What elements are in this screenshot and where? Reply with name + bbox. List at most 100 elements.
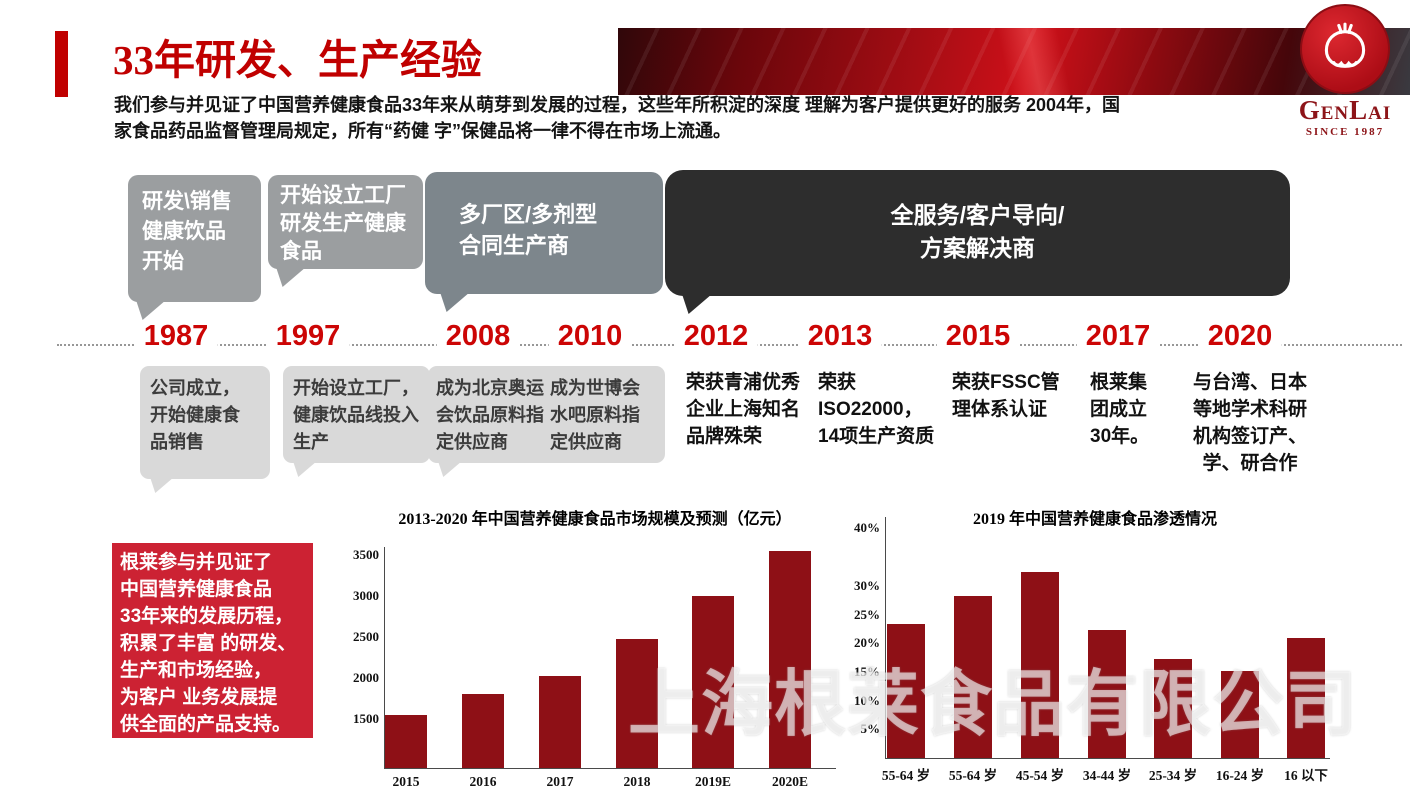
bar-2016 [462,694,504,768]
y-tick-label: 15% [854,663,880,679]
intro-paragraph: 我们参与并见证了中国营养健康食品33年来从萌芽到发展的过程，这些年所积淀的深度 … [114,92,1120,144]
bar-55-64 岁 [954,596,992,758]
bubble-text-line: 研发生产健康 [280,212,406,235]
bubble-text-line: 健康饮品 [142,220,226,243]
decorative-red-banner [618,28,1410,95]
bar-2020E [769,551,811,768]
desc-line: 品牌殊荣 [686,426,763,447]
milestone-desc-2020: 与台湾、日本 等地学术科研 机构签订产、 学、研合作 [1176,369,1324,477]
milestone-desc-2012: 荣获青浦优秀 企业上海知名 品牌殊荣 [686,369,808,450]
desc-line: 公司成立， [150,378,240,398]
bar-2018 [616,638,658,768]
timeline-year-2020: 2020 [1198,318,1282,354]
timeline-bubble-1: 研发\销售健康饮品开始 [128,175,261,320]
box-tail [438,461,462,477]
page-title: 33年研发、生产经验 [113,37,482,83]
desc-line: 企业上海知名 [686,399,801,420]
bar-25-34 岁 [1154,659,1192,758]
milestone-desc-2010: 成为世博会水吧原料指定供应商 [550,375,658,456]
milestone-box-2008-2010: 成为北京奥运 会饮品原料指 定供应商 成为世博会水吧原料指定供应商 [428,366,665,477]
milestone-box-1987: 公司成立， 开始健康食品销售 [140,366,270,493]
desc-line: 成为北京奥运 [436,378,544,398]
bubble-tail [682,294,712,314]
bar-2015 [385,714,427,768]
y-tick-label: 5% [860,721,881,737]
timeline-year-2013: 2013 [798,318,882,354]
bubble-tail [276,267,306,287]
desc-line: 开始健康食 [150,405,240,425]
desc-line: 定供应商 [550,432,622,452]
desc-line: ISO22000， [818,399,923,420]
bubble-text-line: 开始 [142,250,184,273]
company-logo: GenLai SINCE 1987 [1294,4,1396,138]
y-tick-label: 30% [854,577,880,593]
y-tick-label: 2000 [353,669,379,685]
desc-line: 14项生产资质 [818,426,935,447]
milestone-desc-2008: 成为北京奥运 会饮品原料指 定供应商 [436,375,548,456]
intro-line-1: 我们参与并见证了中国营养健康食品33年来从萌芽到发展的过程，这些年所积淀的深度 … [114,95,1121,115]
highlight-line: 根莱参与并见证了 [120,552,273,573]
box-tail [293,461,317,477]
timeline-bubble-2: 开始设立工厂 研发生产健康 食品 [268,175,423,287]
bar-16-24 岁 [1221,671,1259,758]
x-tick-label: 25-34 岁 [1148,768,1198,783]
timeline-bubble-4: 全服务/客户导向/方案解决商 [665,170,1290,314]
timeline-year-2010: 2010 [548,318,632,354]
bar-34-44 岁 [1088,630,1126,758]
desc-line: 学、研合作 [1202,453,1298,474]
flower-emblem-icon [1324,22,1366,68]
desc-line: 开始设立工厂， [293,378,419,398]
box-tail [150,477,174,493]
desc-line: 品销售 [150,432,204,452]
timeline-year-2012: 2012 [674,318,758,354]
bar-55-64 岁 [887,624,925,758]
x-tick-label: 16-24 岁 [1215,768,1265,783]
desc-line: 荣获FSSC管 [952,372,1060,393]
penetration-chart: 2019 年中国营养健康食品渗透情况 40% 30% 25% 20% 15% 10% 5% 55… [845,505,1345,793]
timeline-bubble-3: 多厂区/多剂型 合同生产商 [425,172,663,312]
y-tick-label: 20% [854,635,880,651]
bubble-text-line: 研发\销售 [142,190,232,213]
x-tick-label: 55-64 岁 [948,768,998,783]
penetration-chart-title: 2019 年中国营养健康食品渗透情况 [972,511,1217,528]
desc-line: 理体系认证 [952,399,1048,420]
x-tick-label: 2016 [469,774,497,789]
milestone-desc-2013: 荣获 ISO22000， 14项生产资质 [818,369,952,450]
bubble-tail [136,300,166,320]
desc-line: 成为世博会 [550,378,640,398]
bubble-text-line: 全服务/客户导向/ [890,202,1065,228]
desc-line: 健康饮品线投入 [293,405,419,425]
desc-line: 30年。 [1090,426,1150,447]
desc-line: 水吧原料指 [550,405,640,425]
highlight-line: 积累了丰富 的研发、 [120,633,297,654]
timeline-year-1997: 1997 [266,318,350,354]
market-size-chart: 2013-2020 年中国营养健康食品市场规模及预测（亿元） 1500 2000 25… [350,505,840,793]
highlight-line: 中国营养健康食品 [120,579,273,600]
timeline-year-2015: 2015 [936,318,1020,354]
milestone-desc-2015: 荣获FSSC管 理体系认证 [952,369,1080,423]
bubble-text-line: 方案解决商 [920,235,1035,261]
company-highlight-box: 根莱参与并见证了 中国营养健康食品 33年来的发展历程， 积累了丰富 的研发、 生产和市… [112,543,313,738]
bubble-text-line: 合同生产商 [459,233,570,258]
milestone-desc-1997: 开始设立工厂， 健康饮品线投入 生产 [293,375,425,456]
bubble-text-line: 食品 [280,240,322,263]
bubble-text-line: 开始设立工厂 [280,184,406,207]
highlight-line: 供全面的产品支持。 [120,714,292,735]
x-tick-label: 16 以下 [1284,768,1328,783]
desc-line: 机构签订产、 [1192,426,1307,447]
desc-line: 生产 [293,432,329,452]
logo-name: GenLai [1298,95,1392,125]
title-accent-bar [55,31,68,97]
bar-2017 [539,675,581,768]
x-tick-label: 45-54 岁 [1015,768,1065,783]
x-tick-label: 55-64 岁 [881,768,931,783]
highlight-line: 33年来的发展历程， [120,606,294,627]
y-tick-label: 1500 [353,710,379,726]
timeline-year-1987: 1987 [134,318,218,354]
x-axis [384,768,836,769]
y-tick-label: 3000 [353,588,379,604]
desc-line: 荣获青浦优秀 [686,372,801,393]
bubble-tail [440,292,470,312]
y-axis [384,547,385,768]
milestone-desc-1987: 公司成立， 开始健康食品销售 [150,375,264,456]
